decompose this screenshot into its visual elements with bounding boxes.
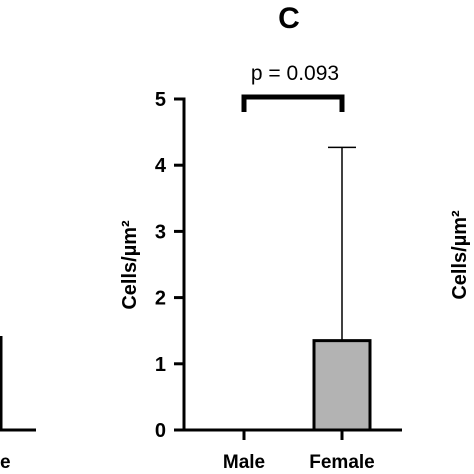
bars: Male Female [223,146,375,473]
y-axis-label: Cells/µm² [119,220,141,310]
significance-annotation: p = 0.093 [241,62,345,112]
y-tick-label: 0 [155,420,166,442]
right-panel-y-axis-label: Cells/µm² [449,210,471,300]
y-tick-label: 2 [155,288,166,310]
x-tick-label: Male [223,452,265,473]
left-panel-fragment: e [0,336,36,473]
y-tick-label: 4 [155,155,167,177]
y-tick-label: 5 [155,89,166,111]
bar-female [312,339,372,432]
y-tick-label: 3 [155,221,166,243]
y-tick-label: 1 [155,354,166,376]
significance-bracket [241,94,345,112]
left-panel-category-label: e [0,452,11,473]
panel-label: C [278,2,300,35]
x-tick-label: Female [309,452,374,473]
p-value-label: p = 0.093 [251,62,339,85]
